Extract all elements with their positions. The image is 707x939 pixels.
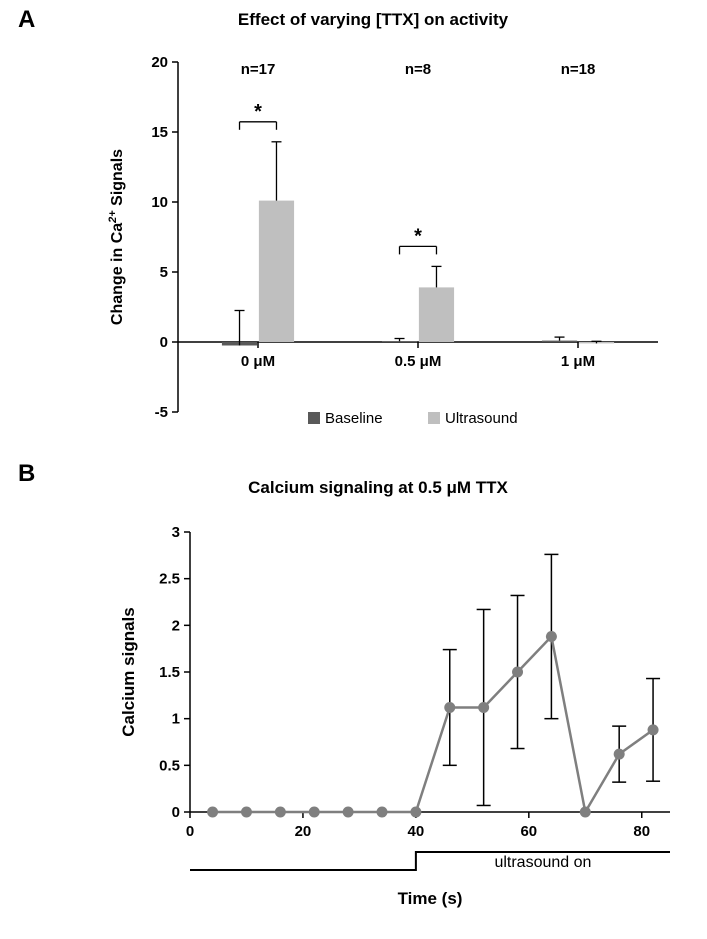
svg-text:20: 20	[295, 823, 312, 840]
svg-text:n=17: n=17	[241, 61, 276, 78]
panel-a-chart: Effect of varying [TTX] on activity n=17…	[68, 10, 678, 462]
svg-text:80: 80	[633, 823, 650, 840]
svg-text:Time (s): Time (s)	[398, 889, 463, 908]
svg-text:10: 10	[151, 194, 168, 211]
svg-text:1 μM: 1 μM	[561, 353, 595, 370]
svg-text:1.5: 1.5	[159, 664, 180, 681]
svg-text:3: 3	[172, 524, 180, 541]
svg-text:-5: -5	[155, 404, 168, 421]
svg-text:0: 0	[160, 334, 168, 351]
panel-b-title: Calcium signaling at 0.5 μM TTX	[68, 478, 688, 498]
svg-text:Ultrasound: Ultrasound	[445, 410, 518, 427]
svg-text:*: *	[254, 101, 262, 123]
svg-text:n=18: n=18	[561, 61, 596, 78]
panel-b-chart: Calcium signaling at 0.5 μM TTX 0 0.5 1 1.5…	[68, 478, 688, 930]
svg-text:0: 0	[172, 804, 180, 821]
svg-text:40: 40	[408, 823, 425, 840]
panel-b-label: B	[18, 460, 35, 488]
svg-text:0: 0	[186, 823, 194, 840]
svg-text:ultrasound on: ultrasound on	[494, 854, 591, 871]
svg-text:n=8: n=8	[405, 61, 431, 78]
svg-text:Calcium signals: Calcium signals	[119, 607, 138, 736]
svg-text:*: *	[414, 225, 422, 247]
panel-a-label: A	[18, 6, 35, 34]
svg-text:Change in Ca2+ Signals: Change in Ca2+ Signals	[107, 149, 126, 325]
svg-text:0.5 μM: 0.5 μM	[395, 353, 442, 370]
panel-b-svg: 0 0.5 1 1.5 2 2.5 3 0 20 40 60 80 Calcium signals ult…	[68, 500, 688, 930]
panel-a-title: Effect of varying [TTX] on activity	[68, 10, 678, 30]
svg-text:1: 1	[172, 711, 180, 728]
svg-text:0.5: 0.5	[159, 757, 180, 774]
svg-text:Baseline: Baseline	[325, 410, 383, 427]
panel-a-svg: n=17 n=8 n=18 -5 0 5 10 15 20 Change in Ca2+ Sign…	[68, 32, 678, 462]
svg-text:60: 60	[520, 823, 537, 840]
svg-text:5: 5	[160, 264, 168, 281]
svg-text:2.5: 2.5	[159, 571, 180, 588]
svg-text:20: 20	[151, 54, 168, 71]
svg-text:15: 15	[151, 124, 168, 141]
svg-text:2: 2	[172, 617, 180, 634]
svg-text:0 μM: 0 μM	[241, 353, 275, 370]
